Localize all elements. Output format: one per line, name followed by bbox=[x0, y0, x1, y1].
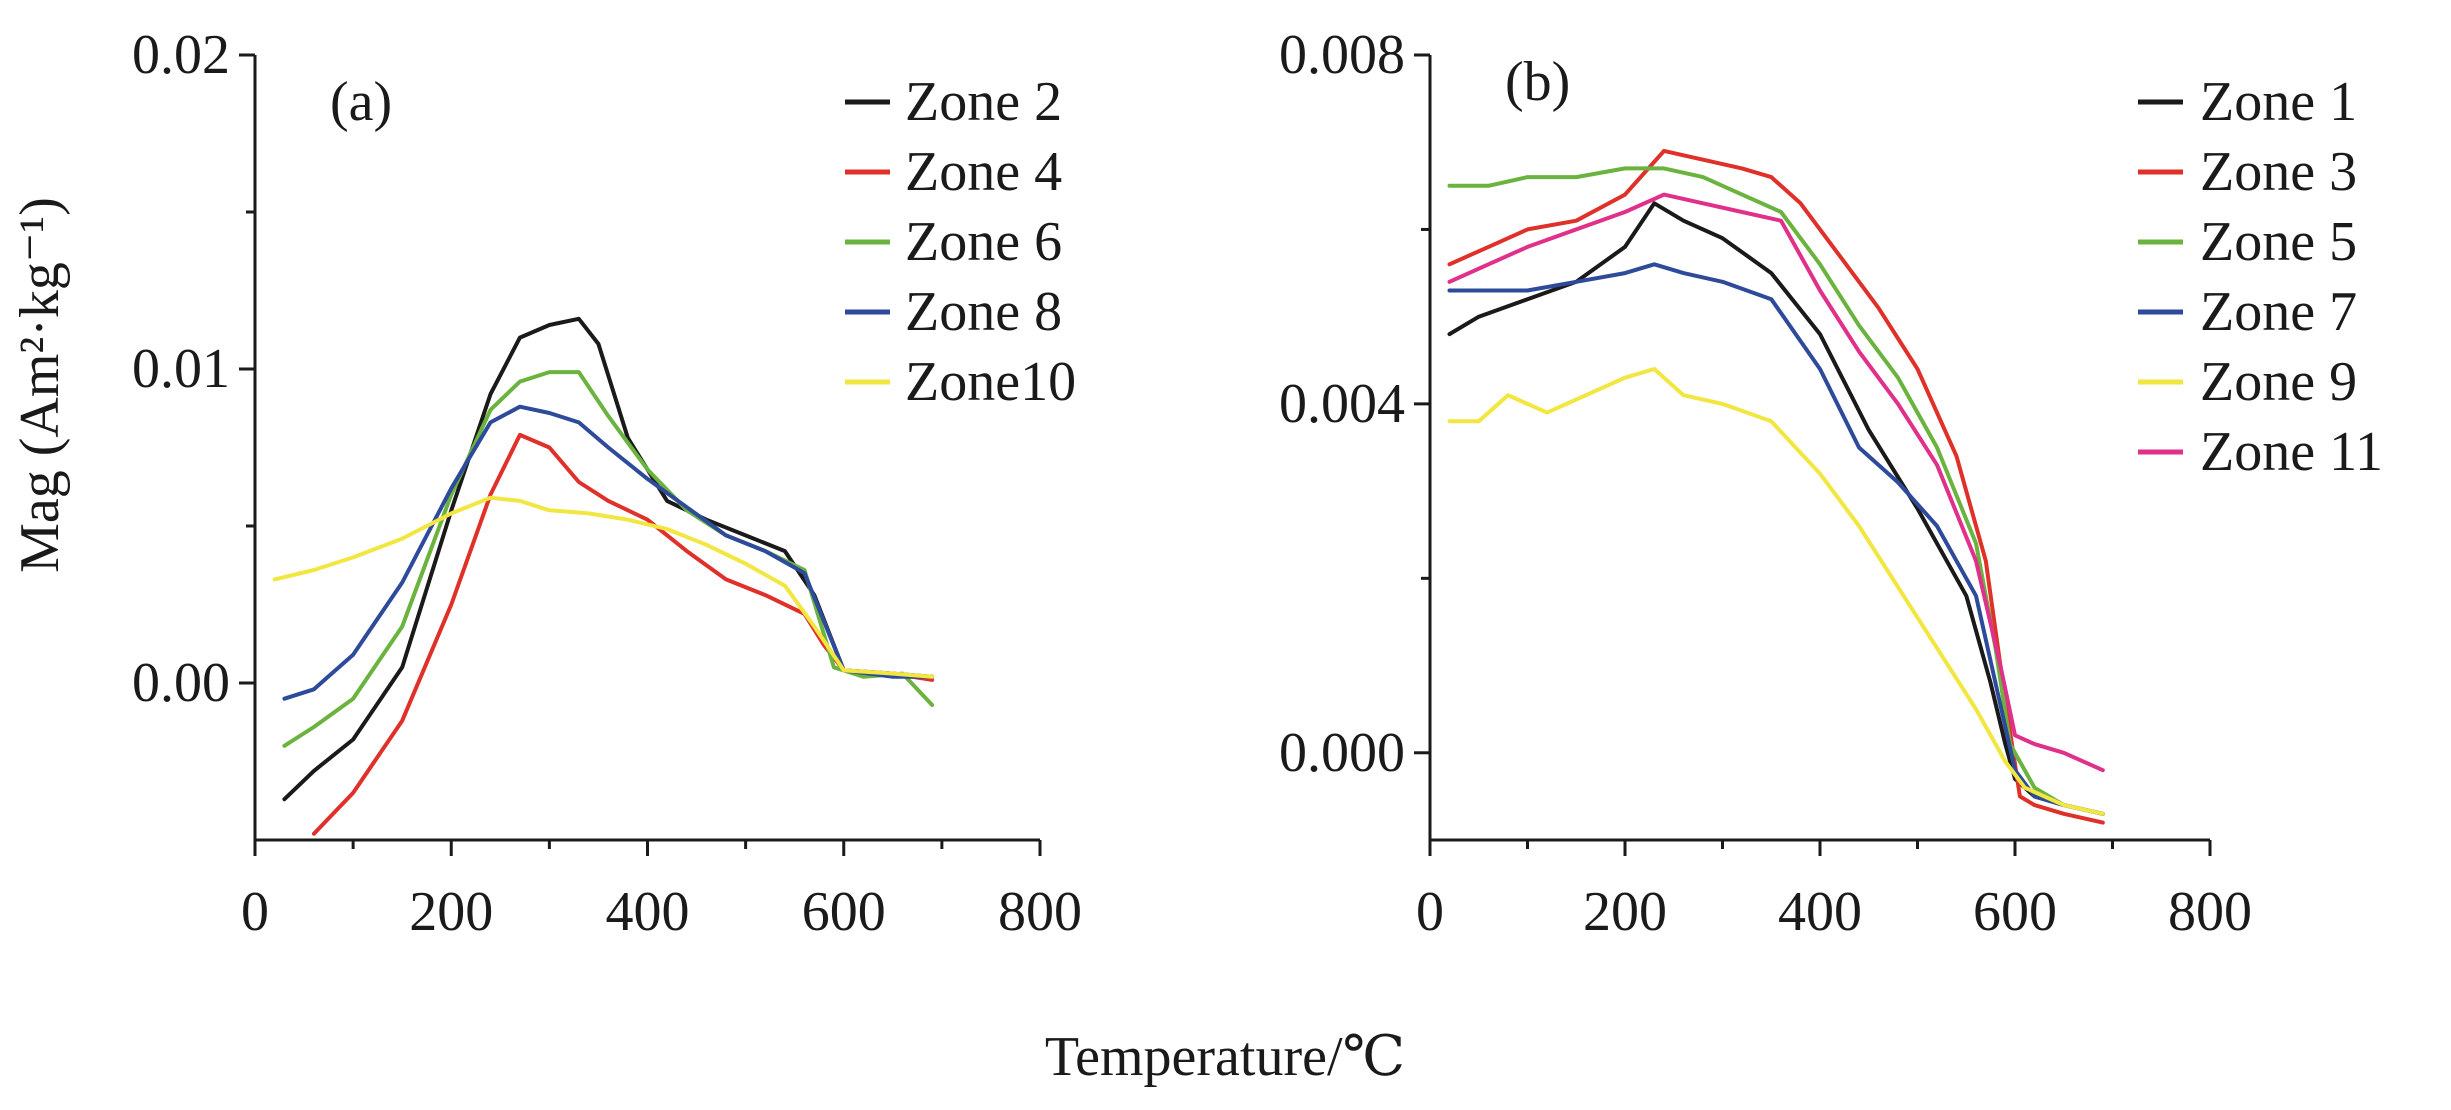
legend-label: Zone 9 bbox=[2200, 351, 2357, 413]
panel-a: 0 200 400 600 800 0.00 0.01 0.02 (a) Zone 2 Zone 4… bbox=[132, 24, 1082, 943]
x-tick-label: 200 bbox=[1583, 881, 1667, 943]
x-tick-label: 400 bbox=[606, 881, 690, 943]
legend-label: Zone 6 bbox=[905, 211, 1062, 273]
legend-label: Zone 7 bbox=[2200, 281, 2357, 343]
legend-label: Zone 1 bbox=[2200, 71, 2357, 133]
legend-label: Zone 11 bbox=[2200, 421, 2383, 483]
x-tick-label: 800 bbox=[998, 881, 1082, 943]
y-tick-label: 0.000 bbox=[1279, 722, 1405, 784]
legend-label: Zone 8 bbox=[905, 281, 1062, 343]
x-tick-label: 200 bbox=[409, 881, 493, 943]
y-tick-label: 0.00 bbox=[132, 652, 230, 714]
legend-label: Zone 4 bbox=[905, 141, 1062, 203]
legend-label: Zone 5 bbox=[2200, 211, 2357, 273]
y-tick-label: 0.01 bbox=[132, 338, 230, 400]
panel-b: 0 200 400 600 800 0.000 0.004 0.008 (b) Zone 1 Zon… bbox=[1279, 24, 2383, 943]
y-tick-label: 0.008 bbox=[1279, 24, 1405, 86]
y-tick-label: 0.02 bbox=[132, 24, 230, 86]
x-tick-label: 0 bbox=[241, 881, 269, 943]
y-axis-title: Mag (Am²·kg⁻¹) bbox=[9, 197, 71, 573]
y-tick-label: 0.004 bbox=[1279, 373, 1405, 435]
panel-label: (a) bbox=[330, 71, 392, 133]
legend-label: Zone 2 bbox=[905, 71, 1062, 133]
series-line-zone-7 bbox=[1447, 262, 2105, 816]
series-line-zone-8 bbox=[282, 404, 935, 701]
series-line-zone-9 bbox=[1447, 367, 2105, 816]
legend-label: Zone 3 bbox=[2200, 141, 2357, 203]
x-tick-label: 400 bbox=[1778, 881, 1862, 943]
x-tick-label: 600 bbox=[1973, 881, 2057, 943]
panel-label: (b) bbox=[1505, 51, 1570, 113]
x-axis-title: Temperature/℃ bbox=[1045, 1026, 1405, 1088]
x-tick-label: 0 bbox=[1416, 881, 1444, 943]
legend-label: Zone10 bbox=[905, 351, 1076, 413]
series-line-zone-2 bbox=[282, 316, 935, 802]
series-line-zone-11 bbox=[1447, 192, 2105, 773]
x-tick-label: 600 bbox=[802, 881, 886, 943]
series-line-zone-6 bbox=[282, 370, 935, 748]
series-line-zone10 bbox=[272, 495, 935, 679]
series-line-zone-4 bbox=[311, 432, 935, 836]
x-tick-label: 800 bbox=[2168, 881, 2252, 943]
